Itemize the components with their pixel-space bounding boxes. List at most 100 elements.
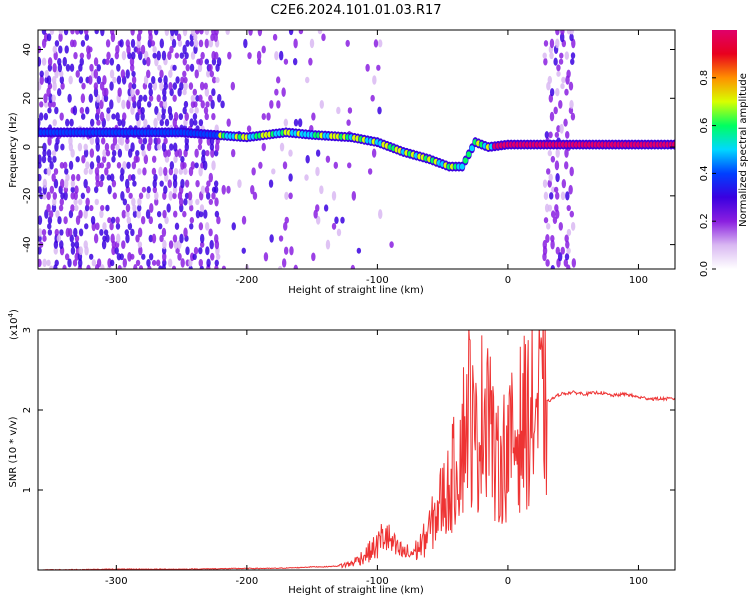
spectrogram-cell: [157, 64, 162, 71]
spectrogram-cell: [51, 203, 57, 213]
spectrogram-cell: [100, 30, 105, 37]
spectrogram-cell: [178, 113, 184, 121]
spectrogram-cell: [119, 136, 125, 146]
spectrogram-cell: [159, 100, 164, 108]
spectrogram-cell: [208, 228, 213, 237]
spectrogram-cell: [241, 215, 247, 225]
spectrogram-cell: [159, 180, 164, 187]
spectrogram-cell: [543, 40, 549, 47]
spectrogram-cell: [148, 82, 153, 90]
spectrogram-cell: [182, 89, 187, 96]
spectrogram-cell: [203, 160, 208, 171]
spectrogram-cell: [167, 258, 173, 268]
spectrogram-cell: [126, 99, 131, 110]
spectrogram-cell: [170, 30, 175, 37]
spectrogram-cell: [152, 179, 157, 189]
spectrogram-cell: [198, 166, 203, 177]
spectrogram-cell: [225, 30, 230, 35]
spectrogram-cell: [149, 203, 154, 214]
spectrogram-cell: [559, 123, 564, 134]
spectrogram-cell: [44, 69, 49, 78]
spectrogram-cell: [564, 148, 569, 158]
spectrogram-cell: [293, 264, 298, 269]
spectrogram-cell: [175, 76, 180, 84]
spectrogram-cell: [183, 81, 188, 91]
spectrogram-cell: [561, 76, 566, 84]
spectrogram-cell: [96, 64, 101, 72]
spectrogram-cell: [565, 130, 570, 139]
spectrogram-cell: [51, 75, 57, 85]
spectrogram-cell: [184, 112, 189, 121]
spectrogram-cell: [146, 69, 151, 79]
spectrogram-ytick-label: 0: [22, 144, 33, 150]
spectrogram-cell: [58, 45, 63, 54]
spectrogram-cell: [168, 69, 173, 79]
spectrogram-cell: [122, 161, 127, 170]
spectrogram-cell: [183, 167, 188, 175]
spectrogram-frame: [37, 29, 676, 270]
spectrogram-cell: [136, 209, 141, 219]
spectrogram-cell: [81, 82, 86, 90]
spectrogram-cell: [52, 45, 57, 54]
spectrogram-cell: [378, 209, 383, 220]
spectrogram-cell: [49, 30, 55, 36]
spectrogram-cell: [138, 265, 144, 269]
spectrogram-cell: [49, 185, 55, 194]
spectrogram-cell: [57, 57, 62, 66]
spectrogram-cell: [125, 137, 130, 145]
spectrogram-cell: [75, 30, 80, 35]
spectrogram-cell: [210, 148, 215, 158]
spectrogram-cell: [51, 94, 56, 103]
spectrogram-cell: [203, 209, 208, 219]
spectrogram-cell: [542, 52, 547, 59]
spectrogram-cell: [187, 191, 193, 201]
spectrogram-cell: [138, 245, 143, 256]
spectrogram-cell: [154, 106, 159, 115]
spectrogram-cell: [137, 30, 143, 35]
spectrogram-cell: [555, 191, 560, 200]
spectrogram-cell: [195, 30, 200, 35]
spectrogram-cell: [168, 240, 174, 249]
spectrogram-cell: [145, 209, 151, 219]
spectrogram-cell: [74, 240, 80, 249]
spectrogram-cell: [570, 58, 575, 65]
spectrogram-cell: [256, 50, 262, 61]
spectrogram-cell: [156, 137, 161, 145]
spectrogram-cell: [283, 246, 289, 255]
spectrogram-cell: [124, 142, 129, 152]
spectrogram-cell: [137, 227, 143, 238]
spectrogram-cell: [137, 197, 142, 206]
spectrogram-cell: [566, 204, 571, 212]
spectrogram-cell: [555, 30, 560, 36]
spectrogram-cell: [180, 178, 185, 189]
spectrogram-cell: [117, 87, 122, 97]
spectrogram-cell: [174, 30, 179, 36]
spectrogram-cell: [46, 75, 52, 85]
spectrogram-cell: [148, 216, 154, 225]
spectrogram-cell: [168, 81, 173, 91]
spectrogram-cell: [671, 141, 675, 148]
spectrogram-cell: [105, 111, 111, 122]
spectrogram-cell: [172, 192, 177, 200]
spectrogram-cell: [146, 56, 151, 67]
spectrogram-cell: [135, 155, 140, 163]
spectrogram-cell: [208, 39, 214, 48]
spectrogram-cell: [148, 88, 153, 97]
spectrogram-cell: [103, 94, 109, 103]
spectrogram-cell: [67, 258, 72, 268]
spectrogram-cell: [78, 198, 83, 206]
spectrogram-cell: [81, 154, 86, 164]
spectrogram-cell: [569, 210, 574, 218]
spectrogram-cell: [59, 240, 64, 250]
spectrogram-cell: [104, 87, 109, 97]
spectrogram-cell: [340, 216, 345, 224]
spectrogram-cell: [106, 161, 111, 169]
spectrogram-cell: [345, 39, 350, 47]
spectrogram-cell: [146, 186, 151, 194]
spectrogram-xtick-label: -300: [105, 275, 128, 286]
spectrogram-cell: [226, 185, 231, 194]
snr-xtick-label: 100: [629, 576, 648, 587]
spectrogram-cell: [177, 39, 183, 47]
spectrogram-cell: [130, 253, 135, 260]
spectrogram-cell: [140, 112, 145, 121]
